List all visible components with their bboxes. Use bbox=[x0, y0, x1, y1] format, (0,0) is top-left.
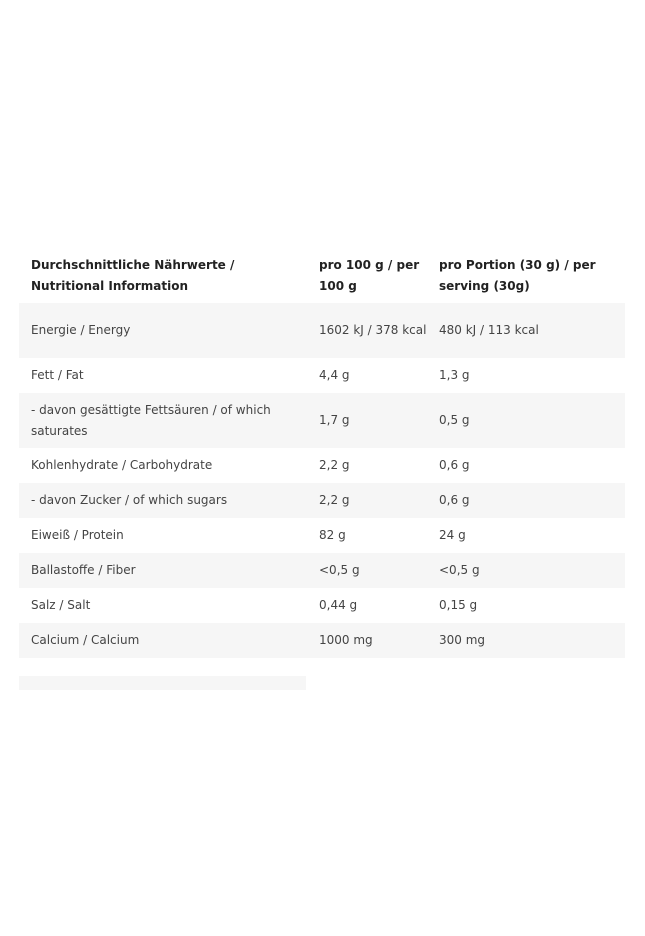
nutrient-name: - davon gesättigte Fettsäuren / of which… bbox=[31, 402, 271, 438]
nutrient-name: Fett / Fat bbox=[31, 368, 84, 382]
nutrient-name: Kohlenhydrate / Carbohydrate bbox=[31, 458, 213, 472]
per-serving-value: 24 g bbox=[439, 528, 466, 542]
per-100g-value: 82 g bbox=[319, 528, 346, 542]
nutrient-name: - davon Zucker / of which sugars bbox=[31, 493, 228, 507]
per-100g-value: 2,2 g bbox=[319, 493, 350, 507]
per-serving-value: 0,6 g bbox=[439, 458, 470, 472]
per-serving-value: 480 kJ / 113 kcal bbox=[439, 323, 539, 337]
nutrient-name: Salz / Salt bbox=[31, 598, 91, 612]
per-serving-value: 0,15 g bbox=[439, 598, 478, 612]
table-row: Kohlenhydrate / Carbohydrate 2,2 g 0,6 g bbox=[19, 448, 625, 483]
nutrient-name: Energie / Energy bbox=[31, 323, 131, 337]
table-row: Calcium / Calcium 1000 mg 300 mg bbox=[19, 623, 625, 658]
per-100g-value: 2,2 g bbox=[319, 458, 350, 472]
per-serving-value: 300 mg bbox=[439, 633, 486, 647]
header-nutrient: Durchschnittliche Nährwerte / Nutritiona… bbox=[31, 258, 235, 293]
table-row: Ballastoffe / Fiber <0,5 g <0,5 g bbox=[19, 553, 625, 588]
table-header: Durchschnittliche Nährwerte / Nutritiona… bbox=[19, 255, 625, 303]
nutrient-name: Eiweiß / Protein bbox=[31, 528, 124, 542]
per-serving-value: 0,5 g bbox=[439, 413, 470, 427]
per-serving-value: 0,6 g bbox=[439, 493, 470, 507]
per-100g-value: 1,7 g bbox=[319, 413, 350, 427]
per-serving-value: 1,3 g bbox=[439, 368, 470, 382]
per-serving-value: <0,5 g bbox=[439, 563, 480, 577]
table-row: - davon gesättigte Fettsäuren / of which… bbox=[19, 393, 625, 448]
nutrition-table: Durchschnittliche Nährwerte / Nutritiona… bbox=[19, 255, 625, 658]
per-100g-value: 0,44 g bbox=[319, 598, 358, 612]
empty-footer-cell bbox=[19, 676, 306, 690]
table-row: Eiweiß / Protein 82 g 24 g bbox=[19, 518, 625, 553]
header-per-serving: pro Portion (30 g) / per serving (30g) bbox=[439, 258, 596, 293]
table-row: - davon Zucker / of which sugars 2,2 g 0… bbox=[19, 483, 625, 518]
table-row: Fett / Fat 4,4 g 1,3 g bbox=[19, 358, 625, 393]
per-100g-value: 1000 mg bbox=[319, 633, 373, 647]
table-row: Energie / Energy 1602 kJ / 378 kcal 480 … bbox=[19, 303, 625, 358]
nutrient-name: Calcium / Calcium bbox=[31, 633, 140, 647]
table-row: Salz / Salt 0,44 g 0,15 g bbox=[19, 588, 625, 623]
per-100g-value: <0,5 g bbox=[319, 563, 360, 577]
per-100g-value: 1602 kJ / 378 kcal bbox=[319, 323, 427, 337]
per-100g-value: 4,4 g bbox=[319, 368, 350, 382]
header-per-100g: pro 100 g / per 100 g bbox=[319, 258, 420, 293]
nutrient-name: Ballastoffe / Fiber bbox=[31, 563, 136, 577]
